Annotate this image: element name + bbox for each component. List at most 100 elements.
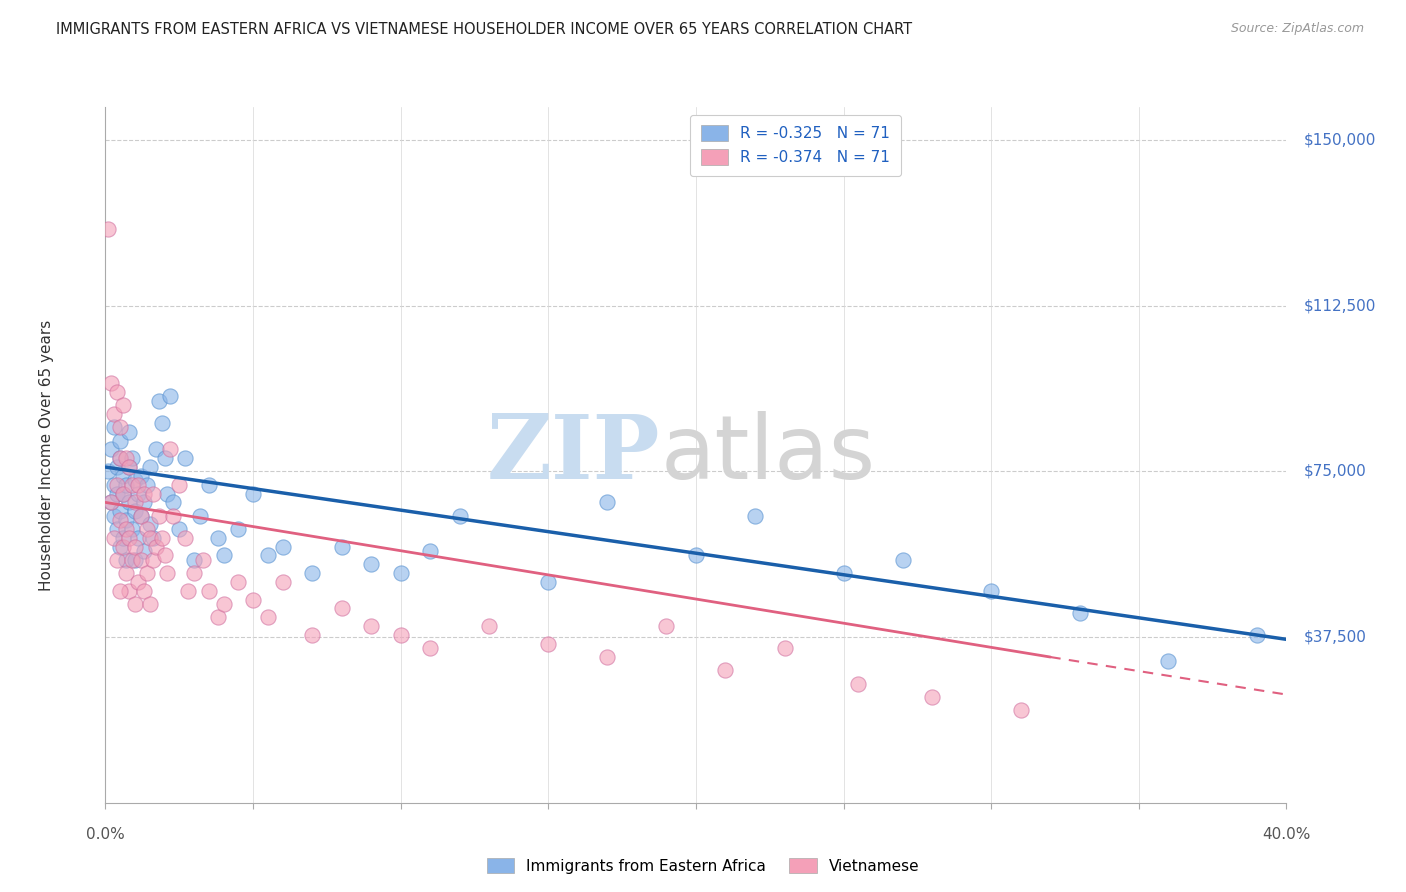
- Point: [980, 583, 1002, 598]
- Point: [100, 495, 122, 509]
- Point: [115, 451, 138, 466]
- Point: [129, 553, 152, 567]
- Point: [153, 549, 176, 563]
- Point: [103, 420, 125, 434]
- Point: [188, 508, 211, 523]
- Point: [97, 465, 120, 479]
- Point: [1157, 655, 1180, 669]
- Point: [121, 477, 143, 491]
- Text: ZIP: ZIP: [486, 411, 661, 499]
- Point: [138, 460, 160, 475]
- Text: atlas: atlas: [661, 411, 876, 499]
- Point: [112, 531, 135, 545]
- Point: [115, 513, 138, 527]
- Point: [148, 393, 170, 408]
- Point: [110, 513, 132, 527]
- Point: [773, 641, 796, 656]
- Point: [124, 553, 146, 567]
- Point: [112, 469, 135, 483]
- Point: [118, 495, 141, 509]
- Point: [153, 451, 176, 466]
- Point: [132, 495, 155, 509]
- Text: 0.0%: 0.0%: [86, 827, 125, 842]
- Point: [129, 508, 152, 523]
- Point: [148, 508, 170, 523]
- Point: [207, 531, 229, 545]
- Point: [112, 486, 135, 500]
- Point: [115, 477, 138, 491]
- Point: [360, 558, 382, 572]
- Point: [162, 508, 184, 523]
- Point: [129, 508, 152, 523]
- Point: [191, 553, 214, 567]
- Point: [846, 676, 869, 690]
- Point: [301, 628, 323, 642]
- Point: [105, 486, 128, 500]
- Point: [110, 451, 132, 466]
- Point: [132, 583, 155, 598]
- Point: [103, 531, 125, 545]
- Point: [124, 495, 146, 509]
- Point: [183, 553, 205, 567]
- Point: [256, 549, 278, 563]
- Point: [207, 610, 229, 624]
- Point: [105, 553, 128, 567]
- Point: [112, 398, 135, 412]
- Point: [127, 531, 149, 545]
- Point: [145, 442, 167, 457]
- Point: [118, 531, 141, 545]
- Point: [110, 504, 132, 518]
- Point: [138, 517, 160, 532]
- Point: [127, 574, 149, 589]
- Text: $112,500: $112,500: [1305, 298, 1376, 313]
- Point: [212, 549, 235, 563]
- Point: [118, 425, 141, 439]
- Point: [132, 544, 155, 558]
- Point: [330, 540, 353, 554]
- Text: 40.0%: 40.0%: [1263, 827, 1310, 842]
- Point: [159, 389, 181, 403]
- Point: [212, 597, 235, 611]
- Point: [242, 486, 264, 500]
- Point: [135, 477, 157, 491]
- Point: [449, 508, 471, 523]
- Point: [142, 531, 165, 545]
- Point: [271, 574, 294, 589]
- Point: [537, 574, 560, 589]
- Point: [97, 221, 120, 235]
- Point: [127, 477, 149, 491]
- Point: [110, 583, 132, 598]
- Point: [1010, 703, 1032, 717]
- Point: [183, 566, 205, 580]
- Point: [105, 460, 128, 475]
- Point: [121, 451, 143, 466]
- Point: [419, 641, 441, 656]
- Point: [714, 663, 737, 677]
- Point: [197, 477, 219, 491]
- Point: [1069, 606, 1091, 620]
- Point: [1246, 628, 1268, 642]
- Point: [135, 522, 157, 536]
- Point: [115, 553, 138, 567]
- Point: [169, 522, 191, 536]
- Point: [242, 592, 264, 607]
- Point: [105, 522, 128, 536]
- Point: [685, 549, 707, 563]
- Point: [150, 531, 173, 545]
- Point: [100, 495, 122, 509]
- Point: [174, 451, 197, 466]
- Point: [150, 416, 173, 430]
- Point: [129, 469, 152, 483]
- Point: [226, 522, 250, 536]
- Point: [174, 531, 197, 545]
- Point: [596, 495, 619, 509]
- Point: [301, 566, 323, 580]
- Point: [360, 619, 382, 633]
- Text: IMMIGRANTS FROM EASTERN AFRICA VS VIETNAMESE HOUSEHOLDER INCOME OVER 65 YEARS CO: IMMIGRANTS FROM EASTERN AFRICA VS VIETNA…: [56, 22, 912, 37]
- Point: [110, 451, 132, 466]
- Point: [121, 553, 143, 567]
- Point: [142, 486, 165, 500]
- Point: [271, 540, 294, 554]
- Point: [330, 601, 353, 615]
- Point: [127, 486, 149, 500]
